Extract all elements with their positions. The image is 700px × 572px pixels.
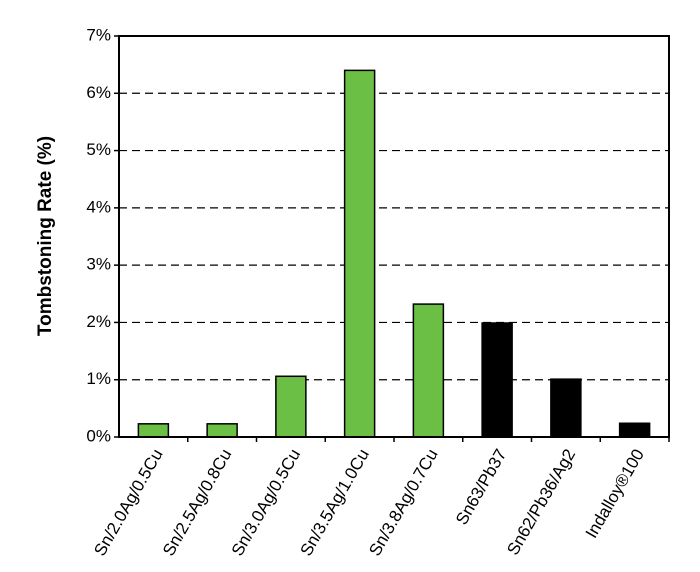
y-tick-label: 7% [86, 25, 111, 44]
plot-frame [118, 35, 670, 438]
x-tick-label: Sn/2.0Ag/0.5Cu [90, 446, 166, 559]
y-tick-label: 5% [86, 140, 111, 159]
x-tick-label: Sn62/Pb36/Ag2 [503, 446, 579, 559]
y-axis-label: Tombstoning Rate (%) [35, 136, 56, 336]
y-tick-label: 0% [86, 426, 111, 445]
x-tick-label: Sn/3.8Ag/0.7Cu [365, 446, 441, 559]
y-tick-label: 3% [86, 255, 111, 274]
y-tick-label: 2% [86, 312, 111, 331]
bar [412, 303, 445, 438]
x-tick-label: Sn/3.5Ag/1.0Cu [297, 446, 373, 559]
bar [550, 378, 582, 438]
bar [618, 422, 651, 438]
y-tick-label: 4% [86, 197, 111, 216]
x-tick-label: Sn/2.5Ag/0.8Cu [159, 446, 235, 559]
x-tick-label: Sn63/Pb37 [452, 446, 511, 528]
bar [137, 423, 170, 438]
bar [206, 423, 238, 438]
y-tick-label: 6% [86, 83, 111, 102]
y-tick-label: 1% [86, 369, 111, 388]
x-tick-label: Sn/3.0Ag/0.5Cu [228, 446, 304, 559]
bar [275, 375, 307, 438]
bar [343, 69, 376, 438]
bar [481, 322, 513, 438]
x-tick-label: Indalloy®100 [582, 446, 648, 542]
